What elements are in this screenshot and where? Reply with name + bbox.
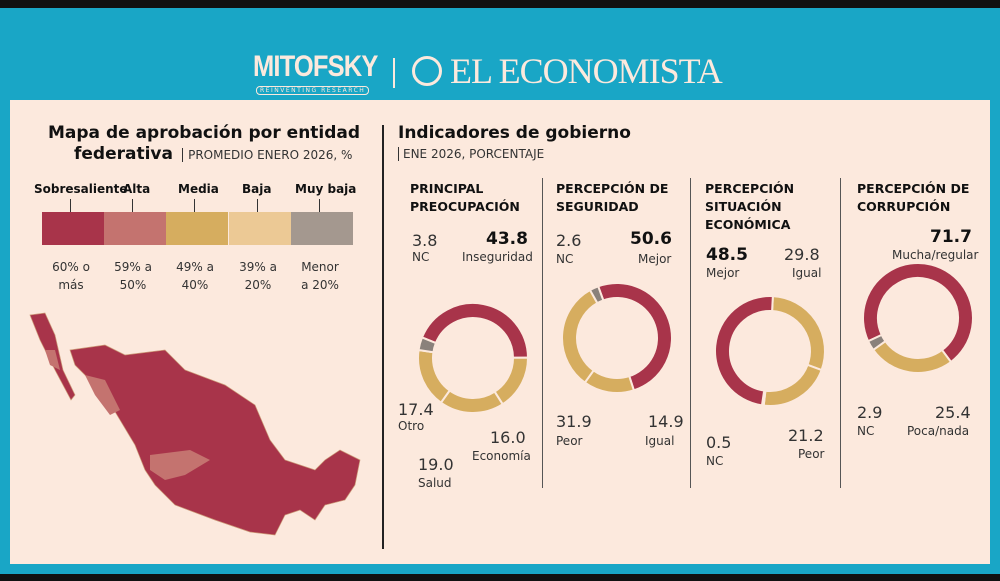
donut-slice-otro bbox=[417, 348, 452, 405]
label-value: 0.5 bbox=[706, 433, 732, 452]
donut-slice-mejor bbox=[596, 282, 673, 392]
donut-slice-nc bbox=[866, 333, 887, 352]
label-cat: Igual bbox=[792, 266, 822, 280]
legend-range: 59% a 50% bbox=[114, 260, 152, 292]
divider bbox=[542, 178, 543, 488]
legend-tick bbox=[132, 199, 133, 212]
divider bbox=[690, 178, 691, 488]
map-alta-region-1 bbox=[85, 375, 120, 415]
label-value: 29.8 bbox=[784, 245, 820, 264]
label-value: 31.9 bbox=[556, 412, 592, 431]
legend-label: Media bbox=[178, 182, 219, 196]
legend-label: Baja bbox=[242, 182, 272, 196]
label-value: 43.8 bbox=[486, 229, 528, 249]
legend-range: 60% o más bbox=[52, 260, 90, 292]
label-value: 3.8 bbox=[412, 231, 438, 250]
map-title-line2: federativa PROMEDIO ENERO 2026, % bbox=[74, 144, 353, 164]
label-cat: Economía bbox=[472, 449, 531, 463]
label-cat: Otro bbox=[398, 419, 425, 433]
donut-slice-igual bbox=[771, 295, 826, 372]
indicators-subtitle: ENE 2026, PORCENTAJE bbox=[398, 147, 544, 161]
label-cat: Peor bbox=[798, 447, 825, 461]
donut-slice-salud bbox=[439, 389, 505, 414]
legend-swatch bbox=[42, 212, 104, 245]
mitofsky-tagline: REINVENTING RESEARCH bbox=[256, 86, 370, 95]
legend-range: 39% a 20% bbox=[239, 260, 277, 292]
donut-slice-nc bbox=[588, 285, 605, 305]
map-mainland bbox=[69, 344, 361, 536]
label-value: 16.0 bbox=[490, 428, 526, 447]
label-cat: Mucha/regular bbox=[892, 248, 979, 262]
label-value: 25.4 bbox=[935, 403, 971, 422]
map-alta-region-2 bbox=[150, 450, 210, 480]
label-cat: Poca/nada bbox=[907, 424, 970, 438]
label-value: 2.6 bbox=[556, 231, 582, 250]
logo-divider bbox=[393, 58, 395, 88]
legend-range: Menor a 20% bbox=[301, 260, 339, 292]
map-subtitle: PROMEDIO ENERO 2026, % bbox=[182, 148, 353, 162]
label-cat: Inseguridad bbox=[462, 250, 533, 264]
label-cat: NC bbox=[706, 454, 724, 468]
map-alta-region-3 bbox=[45, 350, 60, 370]
label-cat: Salud bbox=[418, 476, 452, 490]
donut-slice-mejor bbox=[713, 295, 774, 407]
label-value: 71.7 bbox=[930, 227, 972, 247]
mexico-map bbox=[29, 312, 361, 536]
chart-title-economica: PERCEPCIÓN SITUACIÓN ECONÓMICA bbox=[705, 181, 795, 232]
donut-slice-nc bbox=[417, 336, 438, 354]
mitofsky-logo: MITOFSKY bbox=[253, 50, 378, 83]
donut-slice-econom-a bbox=[493, 356, 529, 406]
label-cat: NC bbox=[556, 252, 574, 266]
divider bbox=[840, 178, 841, 488]
chart-title-preocupacion: PRINCIPAL PREOCUPACIÓN bbox=[410, 181, 520, 214]
donut-slice-poca-nada bbox=[871, 339, 953, 374]
label-cat: NC bbox=[412, 250, 430, 264]
el-economista-globe-icon bbox=[412, 56, 442, 86]
legend-label: Sobresaliente bbox=[34, 182, 128, 196]
map-title: Mapa de aprobación por entidad bbox=[48, 123, 361, 143]
label-cat: Mejor bbox=[706, 266, 740, 280]
label-value: 2.9 bbox=[857, 403, 883, 422]
donut-slice-peor bbox=[762, 363, 823, 407]
legend-label: Muy baja bbox=[295, 182, 357, 196]
legend-tick bbox=[194, 199, 195, 212]
label-cat: NC bbox=[857, 424, 875, 438]
section-divider bbox=[382, 125, 384, 549]
legend-swatch bbox=[229, 212, 291, 245]
chart-title-seguridad: PERCEPCIÓN DE SEGURIDAD bbox=[556, 181, 669, 214]
donut-slice-inseguridad bbox=[420, 302, 530, 359]
legend-range: 49% a 40% bbox=[176, 260, 214, 292]
label-value: 50.6 bbox=[630, 229, 672, 249]
legend-tick bbox=[319, 199, 320, 212]
donut-slice-peor bbox=[561, 288, 599, 385]
label-value: 14.9 bbox=[648, 412, 684, 431]
legend-tick bbox=[70, 199, 71, 212]
label-value: 21.2 bbox=[788, 426, 824, 445]
legend-swatch bbox=[291, 212, 353, 245]
legend-label: Alta bbox=[123, 182, 151, 196]
label-cat: Peor bbox=[556, 434, 583, 448]
label-cat: Igual bbox=[645, 434, 675, 448]
chart-title-corrupcion: PERCEPCIÓN DE CORRUPCIÓN bbox=[857, 181, 970, 214]
legend-swatch bbox=[104, 212, 166, 245]
donut-slice-mucha-regular bbox=[862, 262, 974, 364]
el-economista-logo: EL ECONOMISTA bbox=[450, 51, 723, 91]
label-cat: Mejor bbox=[638, 252, 672, 266]
indicators-title: Indicadores de gobierno bbox=[398, 123, 631, 143]
label-value: 48.5 bbox=[706, 245, 748, 265]
legend-tick bbox=[257, 199, 258, 212]
legend-swatch bbox=[166, 212, 228, 245]
label-value: 17.4 bbox=[398, 400, 434, 419]
label-value: 19.0 bbox=[418, 455, 454, 474]
